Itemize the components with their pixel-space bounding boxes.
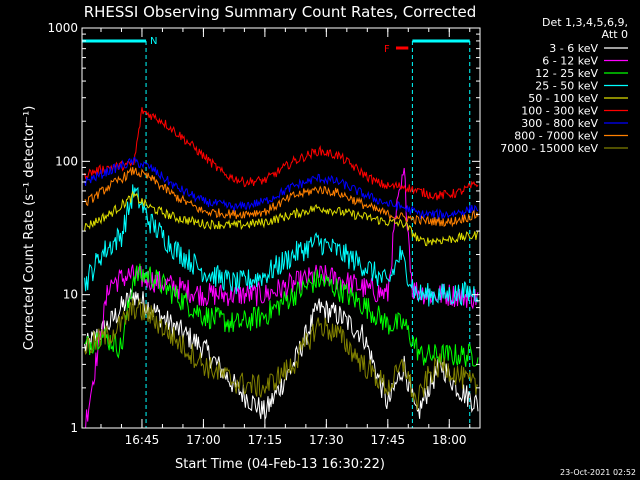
footer-timestamp: 23-Oct-2021 02:52 [560, 468, 636, 477]
series-line [84, 287, 479, 420]
series-line [84, 190, 479, 247]
series-line [84, 297, 479, 410]
y-tick-label: 1 [70, 421, 78, 435]
plot-frame [81, 27, 481, 429]
legend-label: 6 - 12 keV [542, 55, 598, 68]
x-tick-label: 17:00 [186, 433, 221, 447]
legend-label: 300 - 800 keV [521, 117, 598, 130]
legend-label: 7000 - 15000 keV [500, 142, 598, 155]
legend-label: 3 - 6 keV [549, 42, 598, 55]
legend-label: 12 - 25 keV [535, 67, 598, 80]
night-flag-label: N [150, 36, 157, 47]
x-axis-label: Start Time (04-Feb-13 16:30:22) [175, 457, 385, 472]
legend-label: 800 - 7000 keV [514, 130, 598, 143]
flare-flag-label: F [384, 44, 390, 55]
legend-label: 25 - 50 keV [535, 80, 598, 93]
series-line [84, 107, 479, 201]
x-tick-label: 16:45 [125, 433, 160, 447]
y-tick-label: 100 [55, 154, 78, 168]
x-tick-label: 17:30 [309, 433, 344, 447]
y-tick-label: 10 [63, 288, 78, 302]
series-line [84, 263, 479, 367]
y-axis-label: Corrected Count Rate (s⁻¹ detector⁻¹) [22, 106, 37, 351]
y-axis: 1 10 100 1000 [47, 21, 480, 435]
legend-header-line-2: Att 0 [602, 28, 628, 41]
series-line [84, 156, 479, 221]
series-line [84, 184, 479, 307]
chart-title: RHESSI Observing Summary Count Rates, Co… [84, 3, 477, 21]
x-tick-label: 17:45 [371, 433, 406, 447]
y-tick-label: 1000 [47, 21, 78, 35]
series-line [84, 167, 479, 429]
x-axis: 16:45 17:00 17:15 17:30 17:45 18:00 [100, 28, 471, 447]
series-line [84, 166, 479, 228]
legend-label: 50 - 100 keV [528, 92, 598, 105]
x-tick-label: 17:15 [248, 433, 283, 447]
legend-label: 100 - 300 keV [521, 105, 598, 118]
x-tick-label: 18:00 [432, 433, 467, 447]
series-layer [84, 107, 479, 429]
legend-header-line-1: Det 1,3,4,5,6,9, [542, 16, 628, 29]
